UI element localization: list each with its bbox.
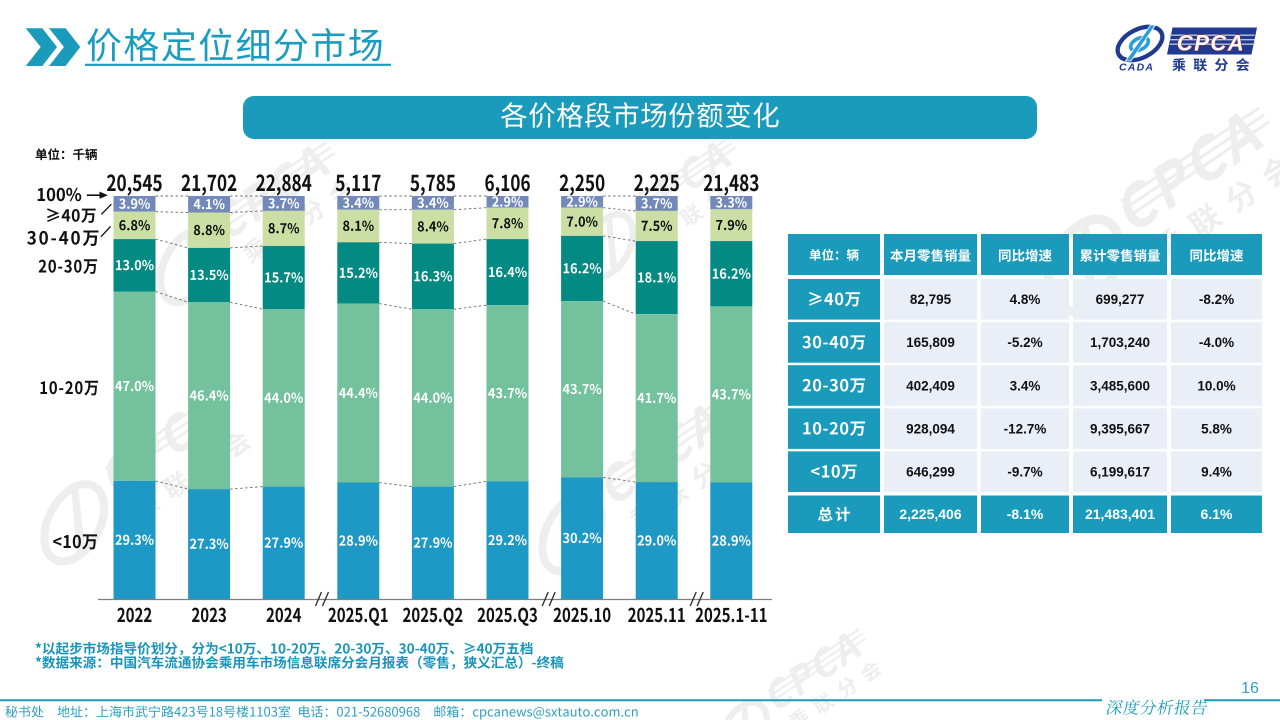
svg-text:6,199,617: 6,199,617 xyxy=(1090,465,1150,480)
svg-text:5.8%: 5.8% xyxy=(1201,421,1232,436)
svg-text:16: 16 xyxy=(1241,680,1259,697)
svg-text:2,225,406: 2,225,406 xyxy=(899,506,961,522)
svg-text:-9.7%: -9.7% xyxy=(1007,465,1042,480)
svg-text:928,094: 928,094 xyxy=(906,421,955,436)
svg-text:4.8%: 4.8% xyxy=(1010,292,1041,307)
svg-text:9.4%: 9.4% xyxy=(1201,465,1232,480)
svg-text:21,483,401: 21,483,401 xyxy=(1085,506,1155,522)
svg-text:646,299: 646,299 xyxy=(906,465,955,480)
svg-text:CADA: CADA xyxy=(1119,62,1154,74)
svg-text:3,485,600: 3,485,600 xyxy=(1090,378,1150,393)
svg-text:-12.7%: -12.7% xyxy=(1004,421,1047,436)
svg-text:9,395,667: 9,395,667 xyxy=(1090,421,1150,436)
svg-text:1,703,240: 1,703,240 xyxy=(1090,335,1150,350)
svg-text:-8.2%: -8.2% xyxy=(1199,292,1234,307)
svg-text:82,795: 82,795 xyxy=(910,292,952,307)
svg-text:6.1%: 6.1% xyxy=(1201,506,1233,522)
svg-text:-4.0%: -4.0% xyxy=(1199,335,1234,350)
svg-text:-8.1%: -8.1% xyxy=(1007,506,1044,522)
svg-text:3.4%: 3.4% xyxy=(1010,378,1041,393)
svg-text:10.0%: 10.0% xyxy=(1197,378,1235,393)
svg-text:165,809: 165,809 xyxy=(906,335,955,350)
svg-text:699,277: 699,277 xyxy=(1096,292,1145,307)
svg-text:-5.2%: -5.2% xyxy=(1007,335,1042,350)
svg-text:402,409: 402,409 xyxy=(906,378,955,393)
svg-text:CPCA: CPCA xyxy=(1177,31,1245,56)
